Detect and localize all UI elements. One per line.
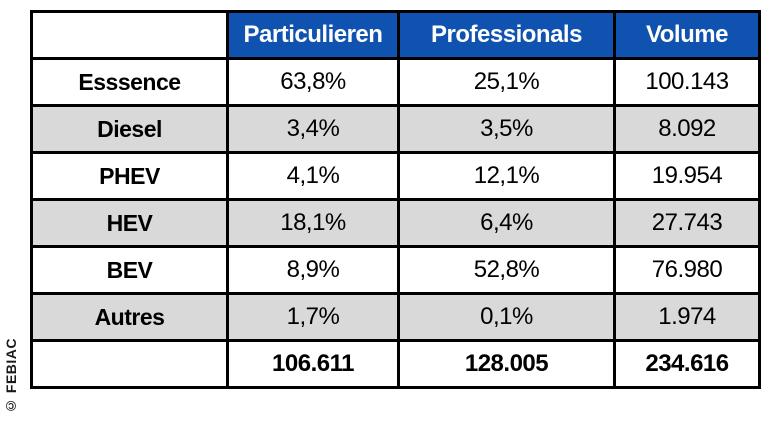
corner-cell (30, 10, 229, 60)
row-label-cell: PHEV (30, 151, 229, 201)
value-cell: 1,7% (226, 292, 400, 342)
value-cell: 4,1% (226, 151, 400, 201)
table-row: Autres 1,7% 0,1% 1.974 (30, 292, 761, 342)
table-header: Particulieren Professionals Volume (30, 10, 761, 60)
column-header-particulieren: Particulieren (226, 10, 400, 60)
table-row: Esssence 63,8% 25,1% 100.143 (30, 57, 761, 107)
value-cell: 0,1% (397, 292, 616, 342)
value-cell: 27.743 (613, 198, 761, 248)
value-cell: 3,4% (226, 104, 400, 154)
value-cell: 18,1% (226, 198, 400, 248)
total-value-cell: 128.005 (397, 339, 616, 389)
value-cell: 1.974 (613, 292, 761, 342)
value-cell: 3,5% (397, 104, 616, 154)
value-cell: 8,9% (226, 245, 400, 295)
total-value-cell: 106.611 (226, 339, 400, 389)
column-header-volume: Volume (613, 10, 761, 60)
header-row: Particulieren Professionals Volume (30, 10, 761, 60)
value-cell: 12,1% (397, 151, 616, 201)
row-label-cell: BEV (30, 245, 229, 295)
table-row: HEV 18,1% 6,4% 27.743 (30, 198, 761, 248)
value-cell: 100.143 (613, 57, 761, 107)
value-cell: 8.092 (613, 104, 761, 154)
totals-label-cell (30, 339, 229, 389)
febiac-copyright-watermark: © FEBIAC (3, 338, 19, 414)
table-row: BEV 8,9% 52,8% 76.980 (30, 245, 761, 295)
value-cell: 76.980 (613, 245, 761, 295)
value-cell: 63,8% (226, 57, 400, 107)
table-row: PHEV 4,1% 12,1% 19.954 (30, 151, 761, 201)
registrations-table: Particulieren Professionals Volume Essse… (30, 10, 761, 389)
table-body: Esssence 63,8% 25,1% 100.143 Diesel 3,4% 3,5% 8… (30, 57, 761, 389)
value-cell: 25,1% (397, 57, 616, 107)
row-label-cell: Esssence (30, 57, 229, 107)
table-row: Diesel 3,4% 3,5% 8.092 (30, 104, 761, 154)
value-cell: 52,8% (397, 245, 616, 295)
value-cell: 6,4% (397, 198, 616, 248)
table-container: Particulieren Professionals Volume Essse… (30, 10, 761, 389)
column-header-professionals: Professionals (397, 10, 616, 60)
totals-row: 106.611 128.005 234.616 (30, 339, 761, 389)
value-cell: 19.954 (613, 151, 761, 201)
row-label-cell: HEV (30, 198, 229, 248)
row-label-cell: Diesel (30, 104, 229, 154)
row-label-cell: Autres (30, 292, 229, 342)
total-value-cell: 234.616 (613, 339, 761, 389)
